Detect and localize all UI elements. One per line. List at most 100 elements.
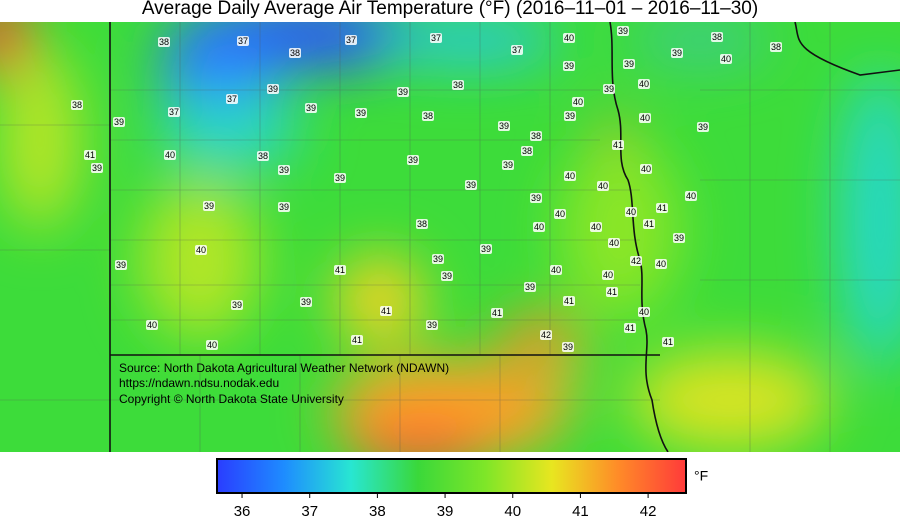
station-label-bg (289, 48, 301, 58)
source-line: https://ndawn.ndsu.nodak.edu (119, 376, 279, 390)
station-value: 41 (352, 335, 362, 345)
station-label-bg (554, 209, 566, 219)
station-value: 40 (564, 33, 574, 43)
station-label-bg (278, 165, 290, 175)
source-line: Source: North Dakota Agricultural Weathe… (119, 361, 449, 375)
station-value: 38 (531, 131, 541, 141)
station-label-bg (602, 270, 614, 280)
station-value: 39 (279, 165, 289, 175)
station-value: 38 (159, 37, 169, 47)
station-value: 40 (591, 222, 601, 232)
station-value: 40 (639, 79, 649, 89)
station-value: 38 (72, 100, 82, 110)
colorbar (216, 458, 687, 494)
station-value: 39 (433, 254, 443, 264)
station-value: 39 (466, 180, 476, 190)
station-value: 39 (335, 173, 345, 183)
station-label-bg (351, 335, 363, 345)
station-value: 42 (631, 256, 641, 266)
station-value: 40 (641, 164, 651, 174)
station-value: 41 (663, 337, 673, 347)
station-value: 40 (565, 171, 575, 181)
station-label-bg (608, 238, 620, 248)
colorbar-tick-label: 37 (301, 503, 318, 519)
station-value: 41 (613, 140, 623, 150)
station-value: 38 (522, 146, 532, 156)
station-value: 39 (92, 163, 102, 173)
station-label-bg (115, 260, 127, 270)
station-value: 37 (238, 36, 248, 46)
station-value: 40 (147, 320, 157, 330)
station-label-bg (465, 180, 477, 190)
station-label-bg (603, 84, 615, 94)
station-label-bg (430, 33, 442, 43)
station-label-bg (480, 244, 492, 254)
station-value: 39 (503, 160, 513, 170)
station-value: 41 (564, 296, 574, 306)
station-label-bg (524, 282, 536, 292)
station-label-bg (656, 203, 668, 213)
station-value: 40 (639, 307, 649, 317)
station-label-bg (498, 121, 510, 131)
station-label-bg (563, 33, 575, 43)
station-value: 39 (674, 233, 684, 243)
station-value: 39 (525, 282, 535, 292)
station-label-bg (226, 94, 238, 104)
station-value: 40 (686, 191, 696, 201)
station-value: 37 (431, 33, 441, 43)
station-label-bg (639, 113, 651, 123)
station-label-bg (770, 42, 782, 52)
station-value: 40 (598, 181, 608, 191)
station-label-bg (432, 254, 444, 264)
station-value: 41 (85, 150, 95, 160)
station-label-bg (345, 35, 357, 45)
station-value: 39 (279, 202, 289, 212)
station-value: 40 (640, 113, 650, 123)
station-value: 39 (114, 117, 124, 127)
station-label-bg (300, 297, 312, 307)
station-value: 38 (771, 42, 781, 52)
station-label-bg (662, 337, 674, 347)
station-label-bg (638, 79, 650, 89)
station-value: 41 (644, 219, 654, 229)
station-label-bg (530, 193, 542, 203)
station-value: 41 (625, 323, 635, 333)
station-label-bg (572, 97, 584, 107)
station-label-bg (203, 201, 215, 211)
station-value: 40 (207, 340, 217, 350)
station-label-bg (334, 265, 346, 275)
station-label-bg (416, 219, 428, 229)
station-value: 41 (492, 308, 502, 318)
station-label-bg (195, 245, 207, 255)
station-value: 39 (624, 59, 634, 69)
station-label-bg (562, 342, 574, 352)
station-label-bg (407, 155, 419, 165)
station-label-bg (711, 32, 723, 42)
station-label-bg (146, 320, 158, 330)
station-label-bg (237, 36, 249, 46)
station-label-bg (158, 37, 170, 47)
station-value: 39 (408, 155, 418, 165)
station-value: 40 (165, 150, 175, 160)
colorbar-tick-label: 41 (572, 503, 589, 519)
station-label-bg (540, 330, 552, 340)
station-label-bg (380, 306, 392, 316)
station-label-bg (452, 80, 464, 90)
station-value: 38 (423, 111, 433, 121)
station-value: 39 (356, 108, 366, 118)
station-value: 39 (618, 26, 628, 36)
station-label-bg (441, 271, 453, 281)
station-label-bg (426, 320, 438, 330)
station-value: 37 (346, 35, 356, 45)
station-label-bg (257, 151, 269, 161)
station-value: 37 (227, 94, 237, 104)
station-label-bg (84, 150, 96, 160)
station-value: 38 (290, 48, 300, 58)
station-label-bg (511, 45, 523, 55)
station-value: 39 (499, 121, 509, 131)
station-value: 37 (169, 107, 179, 117)
stations: 38 37 38 37 37 37 40 39 39 38 40 38 39 39 38 37 37 39 39 39… (71, 26, 782, 352)
station-value: 40 (196, 245, 206, 255)
station-value: 40 (609, 238, 619, 248)
station-label-bg (563, 61, 575, 71)
